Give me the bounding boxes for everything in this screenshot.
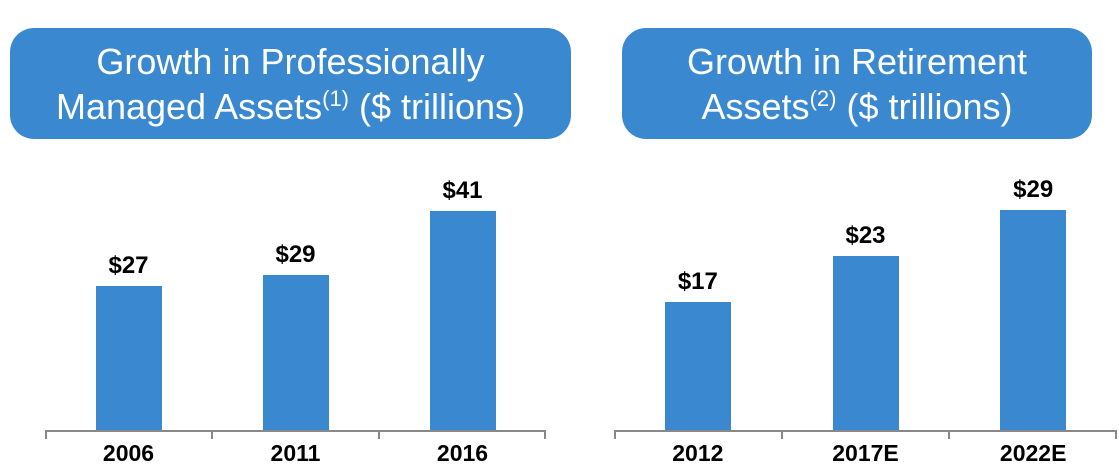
right-chart-plot-area: $17 $23 $29 bbox=[614, 176, 1117, 431]
axis-tick bbox=[45, 430, 47, 439]
right-chart-title-banner: Growth in Retirement Assets(2) ($ trilli… bbox=[622, 28, 1092, 139]
left-chart-title-line2: Managed Assets(1) ($ trillions) bbox=[56, 84, 525, 129]
left-chart-bar-group-2011: $29 bbox=[212, 189, 379, 431]
bar-2012 bbox=[664, 301, 731, 431]
x-axis-label-2022e: 2022E bbox=[999, 440, 1067, 466]
right-chart-bar-group-2012: $17 bbox=[614, 195, 782, 431]
left-chart-title-line2-text: Managed Assets bbox=[55, 85, 323, 127]
left-chart-bar-group-2016: $41 bbox=[379, 177, 546, 431]
right-chart-x-axis bbox=[614, 430, 1117, 439]
left-chart-plot-area: $27 $29 $41 bbox=[45, 177, 546, 431]
bar-2017e bbox=[832, 255, 899, 431]
bar-value-label: $27 bbox=[108, 251, 149, 279]
left-chart-title-units: ($ trillions) bbox=[349, 85, 526, 127]
left-chart-category-labels: 2006 2011 2016 bbox=[45, 440, 546, 467]
axis-tick bbox=[210, 430, 213, 439]
right-chart-title-line2-text: Assets bbox=[701, 85, 810, 127]
x-axis-label-2006: 2006 bbox=[102, 440, 155, 466]
left-chart-bar-group-2006: $27 bbox=[45, 189, 212, 431]
bar-value-label: $29 bbox=[275, 241, 316, 269]
bar-value-label: $29 bbox=[1013, 176, 1054, 204]
left-chart-title-line1: Growth in Professionally bbox=[96, 40, 485, 82]
bar-2022e bbox=[1000, 210, 1067, 431]
bar-value-label: $17 bbox=[677, 267, 718, 295]
left-chart-footnote-marker: (1) bbox=[322, 85, 350, 111]
x-axis-label-2011: 2011 bbox=[270, 440, 321, 466]
bar-2016 bbox=[429, 210, 496, 431]
axis-tick bbox=[378, 430, 380, 439]
right-chart-title-line1: Growth in Retirement bbox=[686, 40, 1028, 82]
bar-2011 bbox=[262, 275, 329, 431]
left-chart-title-banner: Growth in Professionally Managed Assets(… bbox=[10, 28, 571, 139]
bar-2006 bbox=[95, 285, 162, 431]
x-axis-label-2017e: 2017E bbox=[832, 440, 899, 466]
right-chart-bar-group-2022e: $29 bbox=[949, 176, 1117, 431]
axis-tick bbox=[614, 430, 616, 439]
axis-tick bbox=[948, 430, 951, 439]
right-chart-bar-group-2017e: $23 bbox=[782, 195, 950, 431]
bar-value-label: $41 bbox=[442, 176, 483, 204]
x-axis-label-2016: 2016 bbox=[436, 440, 489, 466]
x-axis-label-2012: 2012 bbox=[672, 440, 724, 466]
right-chart-footnote-marker: (2) bbox=[809, 85, 837, 111]
left-chart-x-axis bbox=[45, 430, 546, 439]
right-chart-title-line2: Assets(2) ($ trillions) bbox=[702, 84, 1013, 129]
bar-value-label: $23 bbox=[845, 221, 886, 249]
axis-tick bbox=[544, 430, 546, 439]
axis-tick bbox=[1115, 430, 1117, 439]
axis-tick bbox=[780, 430, 783, 439]
right-chart-title-units: ($ trillions) bbox=[836, 85, 1013, 127]
right-chart-category-labels: 2012 2017E 2022E bbox=[614, 440, 1117, 467]
